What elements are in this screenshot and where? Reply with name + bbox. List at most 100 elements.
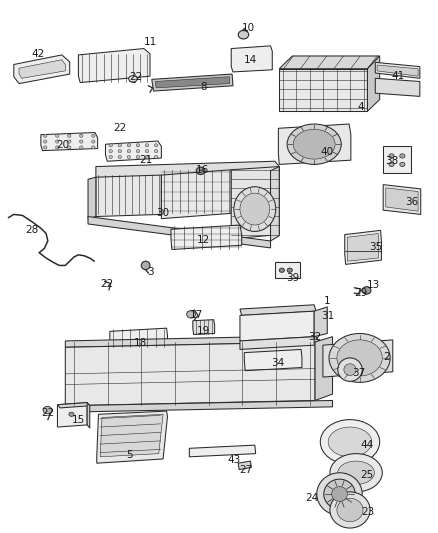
Polygon shape bbox=[88, 216, 271, 248]
Polygon shape bbox=[19, 60, 65, 78]
Polygon shape bbox=[244, 350, 302, 370]
Ellipse shape bbox=[67, 140, 71, 143]
Polygon shape bbox=[78, 49, 150, 83]
Text: 31: 31 bbox=[321, 311, 335, 321]
Ellipse shape bbox=[43, 406, 52, 414]
Polygon shape bbox=[271, 166, 279, 241]
Ellipse shape bbox=[69, 412, 74, 416]
Text: 2: 2 bbox=[383, 352, 390, 362]
Polygon shape bbox=[347, 233, 378, 261]
Ellipse shape bbox=[287, 124, 341, 165]
Text: 22: 22 bbox=[41, 408, 54, 418]
Text: 21: 21 bbox=[139, 155, 152, 165]
Polygon shape bbox=[65, 342, 315, 406]
Text: 29: 29 bbox=[354, 288, 367, 298]
Ellipse shape bbox=[154, 144, 158, 147]
Bar bbox=[275, 262, 300, 278]
Text: 30: 30 bbox=[156, 208, 170, 219]
Polygon shape bbox=[240, 305, 316, 316]
Ellipse shape bbox=[56, 140, 59, 143]
Polygon shape bbox=[96, 175, 161, 216]
Ellipse shape bbox=[56, 146, 59, 149]
Polygon shape bbox=[110, 328, 167, 349]
Text: 16: 16 bbox=[196, 165, 209, 175]
Text: 5: 5 bbox=[126, 450, 133, 460]
Polygon shape bbox=[65, 336, 319, 348]
Polygon shape bbox=[14, 55, 70, 84]
Ellipse shape bbox=[338, 461, 374, 484]
Ellipse shape bbox=[187, 311, 195, 318]
Polygon shape bbox=[65, 400, 332, 412]
Ellipse shape bbox=[127, 144, 131, 147]
Ellipse shape bbox=[154, 150, 158, 153]
Ellipse shape bbox=[234, 187, 276, 231]
Ellipse shape bbox=[118, 150, 122, 153]
Text: 12: 12 bbox=[197, 235, 210, 245]
Text: 36: 36 bbox=[405, 197, 419, 207]
Text: 14: 14 bbox=[244, 55, 257, 65]
Text: 10: 10 bbox=[242, 23, 255, 34]
Ellipse shape bbox=[240, 193, 270, 225]
Ellipse shape bbox=[67, 134, 71, 138]
Ellipse shape bbox=[324, 479, 355, 509]
Ellipse shape bbox=[320, 419, 380, 464]
Text: 41: 41 bbox=[392, 71, 405, 81]
Ellipse shape bbox=[92, 134, 95, 138]
Text: 22: 22 bbox=[129, 72, 143, 82]
Polygon shape bbox=[171, 225, 242, 249]
Ellipse shape bbox=[337, 498, 363, 522]
Polygon shape bbox=[193, 320, 215, 335]
Ellipse shape bbox=[127, 156, 131, 159]
Text: 11: 11 bbox=[143, 37, 157, 47]
Polygon shape bbox=[240, 337, 314, 350]
Polygon shape bbox=[375, 62, 420, 78]
Text: 43: 43 bbox=[228, 455, 241, 465]
Ellipse shape bbox=[92, 140, 95, 143]
Ellipse shape bbox=[136, 144, 140, 147]
Ellipse shape bbox=[109, 144, 113, 147]
Ellipse shape bbox=[389, 163, 394, 166]
Bar bbox=[383, 147, 411, 173]
Text: 37: 37 bbox=[352, 368, 365, 378]
Polygon shape bbox=[96, 161, 279, 182]
Ellipse shape bbox=[43, 140, 47, 143]
Text: 19: 19 bbox=[197, 326, 210, 336]
Polygon shape bbox=[57, 402, 90, 408]
Polygon shape bbox=[231, 166, 279, 239]
Polygon shape bbox=[155, 77, 230, 88]
Polygon shape bbox=[279, 69, 367, 111]
Text: 17: 17 bbox=[190, 310, 203, 320]
Ellipse shape bbox=[136, 156, 140, 159]
Ellipse shape bbox=[80, 140, 83, 143]
Polygon shape bbox=[314, 307, 327, 337]
Text: 4: 4 bbox=[357, 102, 364, 112]
Ellipse shape bbox=[362, 287, 371, 294]
Ellipse shape bbox=[344, 364, 356, 375]
Ellipse shape bbox=[109, 156, 113, 159]
Ellipse shape bbox=[332, 487, 347, 502]
Text: 8: 8 bbox=[201, 82, 207, 92]
Polygon shape bbox=[97, 411, 167, 463]
Ellipse shape bbox=[317, 473, 362, 515]
Polygon shape bbox=[315, 337, 332, 400]
Ellipse shape bbox=[145, 144, 149, 147]
Text: 22: 22 bbox=[113, 123, 126, 133]
Polygon shape bbox=[279, 56, 380, 69]
Text: 28: 28 bbox=[25, 225, 39, 236]
Ellipse shape bbox=[330, 454, 382, 492]
Text: 18: 18 bbox=[134, 338, 147, 348]
Ellipse shape bbox=[127, 150, 131, 153]
Text: 22: 22 bbox=[101, 279, 114, 288]
Ellipse shape bbox=[293, 130, 335, 159]
Ellipse shape bbox=[238, 30, 249, 39]
Text: 39: 39 bbox=[286, 273, 299, 283]
Ellipse shape bbox=[43, 134, 47, 138]
Text: 34: 34 bbox=[271, 358, 285, 368]
Polygon shape bbox=[345, 230, 381, 264]
Text: 25: 25 bbox=[360, 470, 373, 480]
Polygon shape bbox=[231, 46, 272, 72]
Polygon shape bbox=[279, 124, 351, 165]
Ellipse shape bbox=[328, 427, 372, 457]
Polygon shape bbox=[88, 177, 96, 219]
Ellipse shape bbox=[145, 156, 149, 159]
